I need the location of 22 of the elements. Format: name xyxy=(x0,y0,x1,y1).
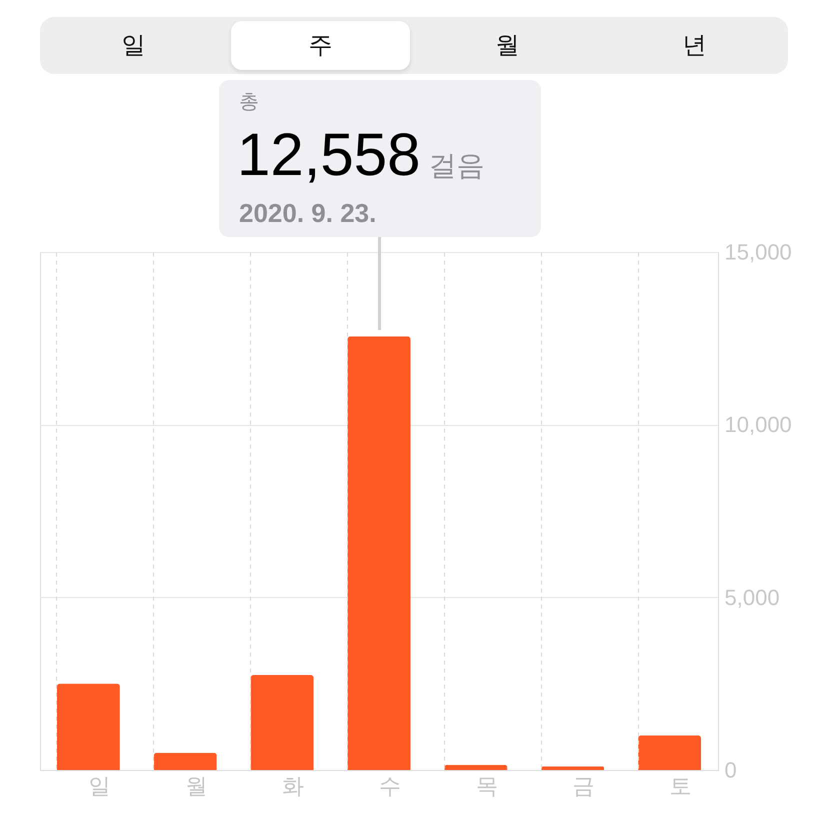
bar xyxy=(56,684,120,770)
bar xyxy=(541,766,604,770)
annotation: 12,558 xyxy=(237,121,421,188)
bar xyxy=(348,336,410,770)
text: 일 xyxy=(120,31,146,61)
bar xyxy=(638,735,702,770)
x-tick-label: 화 xyxy=(282,774,304,800)
text: 년 xyxy=(682,31,708,61)
text: 걸음 xyxy=(428,150,485,181)
x-tick-label: 일 xyxy=(88,774,110,800)
text: 총 xyxy=(239,90,259,115)
x-tick-label: 목 xyxy=(476,774,498,800)
x-tick-label: 수 xyxy=(379,774,401,800)
x-tick-label: 월 xyxy=(185,774,208,800)
bar xyxy=(444,764,508,770)
x-tick-label: 토 xyxy=(670,774,692,800)
text: 2020. 9. 23. xyxy=(239,198,376,229)
bar xyxy=(154,752,217,770)
text: 주 xyxy=(231,21,410,70)
bar xyxy=(250,675,314,770)
x-tick-label: 금 xyxy=(572,774,595,800)
text: 월 xyxy=(494,31,520,61)
